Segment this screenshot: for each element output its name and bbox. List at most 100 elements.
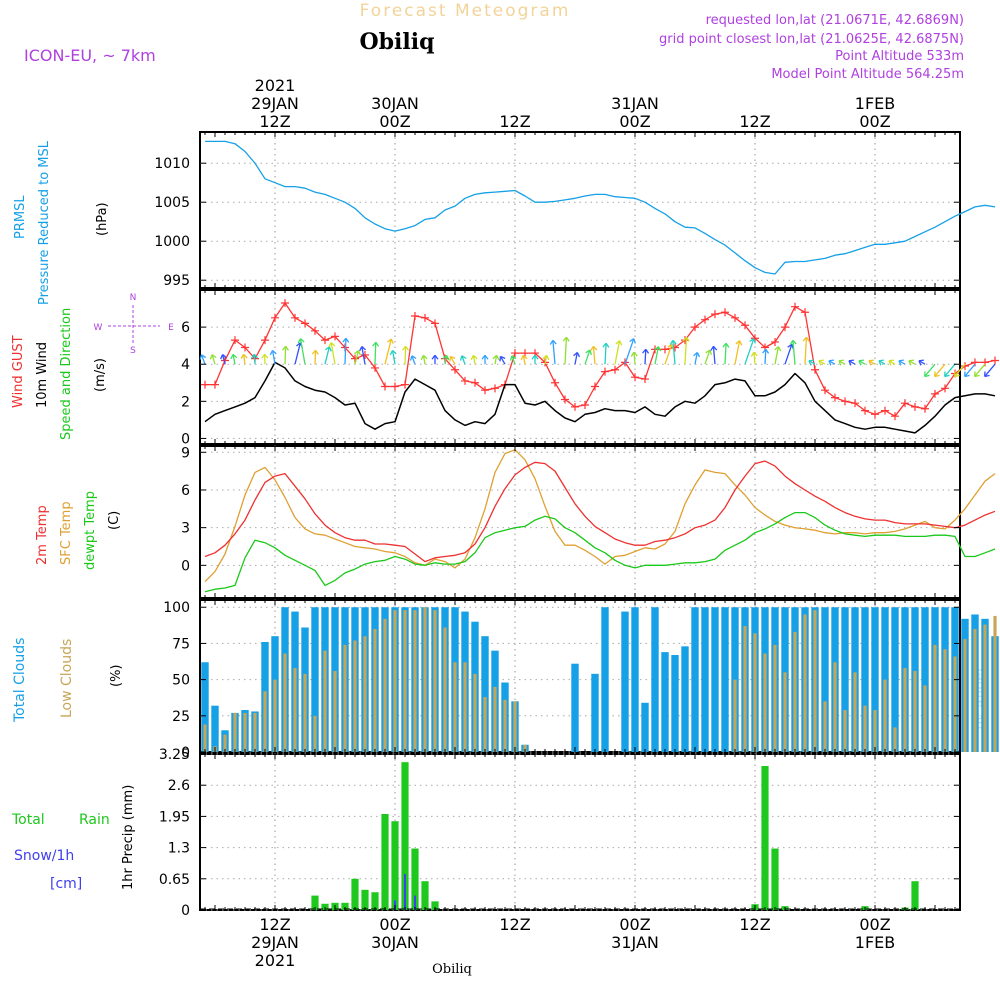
gust-marker — [921, 404, 929, 413]
gust-marker — [891, 412, 899, 421]
precip-unit: 1hr Precip (mm) — [121, 785, 136, 890]
wind-arrow-head — [964, 371, 970, 378]
wind-arrow-head — [924, 371, 930, 378]
wind-arrow-head — [974, 371, 980, 378]
y-tick-label: 1005 — [154, 195, 190, 211]
wind-direction-arrow — [934, 363, 946, 377]
precip-frame — [199, 753, 961, 911]
wind-direction-arrow — [361, 346, 366, 365]
total-cloud-bar — [711, 607, 719, 752]
low-cloud-bar — [283, 653, 287, 752]
gust-marker — [941, 384, 949, 393]
wind-arrow-head — [984, 371, 990, 378]
top-time-label: 31JAN — [611, 94, 659, 113]
top-time-label: 29JAN — [251, 94, 299, 113]
wind-arrow-head — [615, 340, 623, 346]
low-cloud-bar — [933, 644, 937, 752]
low-cloud-bar — [243, 712, 247, 752]
wind-arrow-head — [774, 346, 782, 352]
gust-marker — [741, 321, 749, 330]
y-tick-label: 0 — [181, 558, 190, 574]
low-cloud-bar — [903, 668, 907, 752]
compass-n: N — [130, 293, 137, 303]
gust-marker — [821, 386, 829, 395]
low-cloud-bar — [403, 610, 407, 752]
top-time-label: 00Z — [619, 112, 650, 131]
low-cloud-bar — [363, 636, 367, 752]
wind-arrow-head — [629, 338, 636, 344]
bottom-time-label: 00Z — [379, 915, 410, 934]
total-cloud-bar — [821, 607, 829, 752]
total-cloud-bar — [591, 673, 599, 752]
gust-marker — [611, 365, 619, 374]
wind-direction-arrow — [918, 360, 926, 365]
wind-direction-arrow — [624, 338, 635, 365]
gust-marker — [871, 410, 879, 419]
bottom-time-label: 29JAN — [251, 933, 299, 952]
low-cloud-bar — [773, 644, 777, 752]
panel-frames — [199, 131, 961, 911]
wind-direction-arrow — [253, 354, 256, 365]
low-cloud-bar — [973, 628, 977, 752]
rain-bar — [311, 895, 319, 910]
gust-marker — [461, 376, 469, 385]
low-cloud-bar — [263, 691, 267, 752]
wind-direction-arrow — [614, 340, 621, 365]
wind-arrow-head — [590, 345, 598, 351]
total-clouds-label: Total Clouds — [12, 638, 28, 723]
wind-direction-arrow — [592, 346, 596, 365]
gust-marker — [661, 345, 669, 354]
wind-arrow-head — [954, 371, 960, 378]
wind-direction-arrow — [764, 349, 767, 365]
low-cloud-bar — [873, 710, 877, 752]
temperature-labels: 2m Temp SFC Temp dewpt Temp (C) — [35, 491, 122, 570]
wind-direction-arrow — [954, 363, 966, 377]
wind-direction-label: Speed and Direction — [59, 308, 74, 440]
wind-direction-arrow — [724, 343, 727, 365]
wind-direction-arrow — [330, 342, 336, 365]
wind-arrow-head — [888, 359, 894, 366]
compass-e: E — [168, 323, 174, 333]
wind-arrow-head — [442, 354, 450, 361]
gust-marker — [511, 349, 519, 358]
low-cloud-bar — [983, 624, 987, 752]
total-cloud-bar — [201, 662, 209, 752]
low-cloud-bar — [993, 615, 997, 752]
wind-direction-arrow — [784, 344, 793, 365]
pressure-unit: (hPa) — [95, 202, 110, 236]
bottom-time-label: 00Z — [619, 915, 650, 934]
wind-arrow-head — [542, 354, 550, 361]
low-cloud-bar — [443, 627, 447, 752]
top-time-label: 2021 — [255, 76, 296, 95]
wind-direction-arrow — [734, 340, 741, 365]
wind-direction-arrow — [868, 360, 876, 365]
gust-marker — [401, 380, 409, 389]
total-cloud-bar — [481, 636, 489, 752]
wind-arrow-head — [470, 354, 478, 361]
low-cloud-bar — [273, 679, 277, 752]
gust-marker — [371, 363, 379, 372]
clouds-panel — [201, 607, 999, 752]
low-cloud-bar — [253, 712, 257, 752]
rain-bar — [411, 848, 419, 910]
bottom-time-label: 12Z — [259, 915, 290, 934]
wind-arrow-head — [431, 354, 439, 360]
wind-arrow-head — [808, 359, 814, 366]
wind-direction-arrow — [908, 360, 916, 365]
precip-panel — [200, 762, 960, 910]
wind-arrow-head — [762, 348, 770, 354]
wind-direction-arrow — [384, 338, 392, 365]
rain-bar — [761, 766, 769, 910]
gust-marker — [471, 378, 479, 387]
wind-arrow-head — [209, 354, 217, 360]
low-cloud-bar — [953, 656, 957, 752]
wind-arrow-head — [359, 346, 366, 352]
wind-direction-arrow — [808, 360, 816, 365]
low-cloud-bar — [923, 685, 927, 752]
gust-marker — [241, 343, 249, 352]
low-clouds-label: Low Clouds — [59, 639, 75, 718]
wind-arrow-head — [789, 339, 797, 345]
